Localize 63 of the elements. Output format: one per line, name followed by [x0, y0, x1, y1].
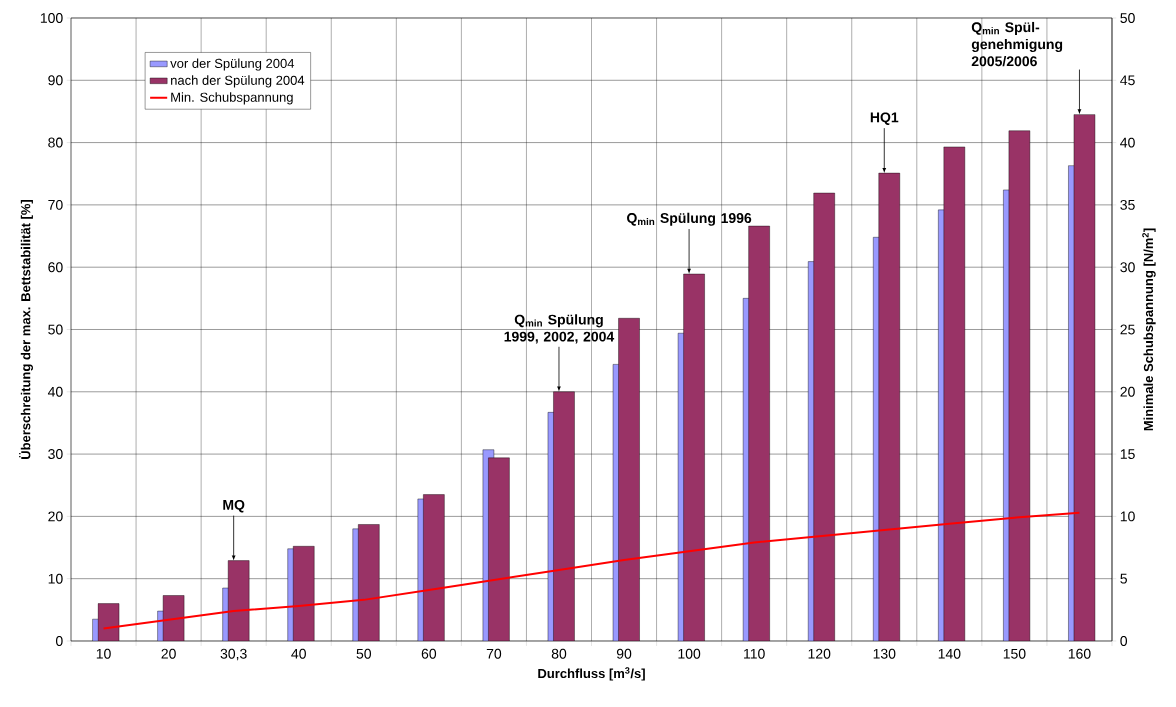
- x-tick-label: 90: [616, 648, 632, 659]
- y-tick-label: 100: [40, 13, 63, 23]
- bar: [618, 318, 640, 641]
- bar: [227, 560, 250, 641]
- bar: [293, 546, 315, 641]
- x-tick-label: 60: [421, 648, 437, 659]
- bar: [423, 494, 445, 641]
- x-tick-label: 50: [356, 648, 372, 659]
- legend-label: vor der Spülung 2004: [170, 58, 295, 71]
- legend-label: Min. Schubspannung: [171, 92, 293, 105]
- y2-tick-label: 15: [1120, 449, 1135, 459]
- y2-axis-title: Minimale Schubspannung [N/m$^{2}$]: [1142, 228, 1156, 431]
- x-tick-label: 10: [96, 648, 111, 659]
- x-tick-label: 70: [486, 648, 502, 659]
- annotation: HQ1: [870, 112, 899, 125]
- x-tick-label: 140: [938, 648, 961, 659]
- y-tick-label: 90: [48, 75, 63, 86]
- bar: [748, 225, 770, 641]
- y2-tick-label: 25: [1120, 324, 1135, 335]
- y2-tick-label: 0: [1120, 636, 1128, 646]
- legend-label: nach der Spülung 2004: [171, 75, 305, 88]
- y2-tick-label: 5: [1120, 573, 1127, 584]
- x-tick-label: 40: [291, 648, 306, 659]
- y2-tick-label: 40: [1120, 137, 1135, 148]
- y-tick-label: 40: [47, 386, 63, 397]
- bar: [488, 457, 510, 641]
- x-tick-label: 120: [808, 648, 831, 659]
- y-axis-title: Überschreitung der max. Bettstabilität [%]: [19, 199, 33, 459]
- y2-tick-label: 20: [1120, 386, 1135, 397]
- y-tick-label: 80: [48, 137, 63, 148]
- bar: [358, 524, 380, 641]
- y-tick-label: 30: [48, 449, 63, 460]
- annotation: Q$_{min}$ Spül-genehmigung 2005/2006: [971, 21, 1063, 67]
- x-axis-title: Durchfluss [m$^{3}$/s]: [538, 667, 645, 681]
- y-tick-label: 20: [48, 511, 63, 522]
- annotation: MQ: [223, 499, 245, 513]
- bar: [1008, 130, 1031, 641]
- bar: [813, 192, 835, 641]
- y2-tick-label: 45: [1120, 75, 1135, 86]
- y2-tick-label: 30: [1120, 262, 1135, 273]
- x-tick-label: 150: [1003, 648, 1026, 659]
- x-tick-label: 100: [678, 648, 701, 659]
- y2-tick-label: 35: [1120, 199, 1135, 210]
- y-tick-label: 10: [48, 573, 63, 584]
- bar: [553, 391, 575, 641]
- y2-tick-label: 50: [1120, 13, 1135, 23]
- bar: [1073, 114, 1096, 641]
- annotation: Q$_{min}$ Spülung 1996: [627, 212, 752, 226]
- y-tick-label: 50: [48, 324, 63, 335]
- bar: [878, 172, 900, 641]
- x-tick-label: 80: [551, 648, 567, 659]
- y-tick-label: 0: [55, 636, 63, 646]
- x-tick-label: 160: [1068, 648, 1091, 659]
- y2-tick-label: 10: [1120, 511, 1135, 522]
- bar: [943, 146, 966, 641]
- x-tick-label: 20: [161, 648, 176, 659]
- y-tick-label: 70: [48, 199, 63, 210]
- annotation: Q$_{min}$ Spülung 1999, 2002, 2004: [504, 314, 615, 344]
- x-tick-label: 110: [744, 648, 765, 659]
- y-tick-label: 60: [48, 262, 63, 273]
- x-tick-label: 130: [873, 648, 896, 659]
- x-tick-label: 30,3: [220, 648, 247, 661]
- bar: [683, 273, 705, 641]
